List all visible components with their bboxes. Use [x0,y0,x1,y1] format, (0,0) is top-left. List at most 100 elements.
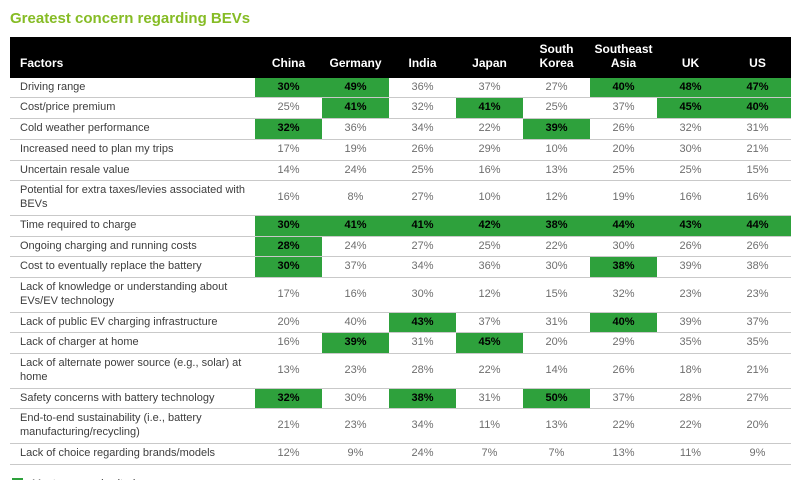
value-cell: 25% [255,98,322,120]
factor-cell: Lack of choice regarding brands/models [10,444,255,465]
table-row: Ongoing charging and running costs 28% 24%… [10,236,791,258]
value-cell: 12% [456,278,523,313]
column-header-india: India [389,37,456,78]
value-cell: 15% [724,161,791,182]
column-header-japan: Japan [456,37,523,78]
value-cell-highlighted: 47% [724,77,791,99]
table-row: Lack of alternate power source (e.g., so… [10,354,791,389]
table-row: Cold weather performance 32% 36% 34% 22% 39% 2… [10,119,791,140]
value-cell-highlighted: 42% [456,215,523,237]
value-cell: 20% [724,409,791,444]
value-cell: 13% [523,161,590,182]
value-cell: 25% [456,237,523,258]
value-cell: 24% [389,444,456,465]
column-header-southeast-asia: Southeast Asia [590,37,657,78]
value-cell: 21% [255,409,322,444]
table-row: End-to-end sustainability (i.e., battery… [10,409,791,444]
value-cell: 30% [389,278,456,313]
factor-cell: Ongoing charging and running costs [10,237,255,258]
value-cell: 14% [523,354,590,389]
value-cell: 22% [657,409,724,444]
factor-cell: Driving range [10,78,255,99]
value-cell: 39% [657,313,724,334]
value-cell: 7% [523,444,590,465]
table-row: Lack of knowledge or understanding about… [10,278,791,313]
value-cell: 9% [322,444,389,465]
value-cell: 31% [724,119,791,140]
value-cell: 40% [322,313,389,334]
value-cell-highlighted: 30% [255,257,322,279]
value-cell: 34% [389,119,456,140]
value-cell: 17% [255,140,322,161]
value-cell: 15% [523,278,590,313]
value-cell-highlighted: 43% [657,215,724,237]
value-cell-highlighted: 44% [590,215,657,237]
column-header-germany: Germany [322,37,389,78]
value-cell: 36% [389,78,456,99]
value-cell: 11% [657,444,724,465]
value-cell: 27% [724,389,791,410]
value-cell: 9% [724,444,791,465]
value-cell: 7% [456,444,523,465]
value-cell: 27% [389,237,456,258]
value-cell: 37% [590,389,657,410]
value-cell-highlighted: 38% [590,257,657,279]
value-cell-highlighted: 39% [523,119,590,140]
value-cell: 34% [389,257,456,279]
value-cell: 10% [456,181,523,216]
value-cell: 30% [590,237,657,258]
value-cell: 22% [456,119,523,140]
table-row: Cost/price premium 25% 41% 32% 41% 25% 37% 45% 4… [10,98,791,120]
value-cell: 37% [590,98,657,120]
value-cell: 14% [255,161,322,182]
value-cell: 37% [322,257,389,279]
value-cell: 23% [724,278,791,313]
value-cell: 16% [255,333,322,355]
value-cell-highlighted: 40% [590,312,657,334]
value-cell: 26% [590,354,657,389]
value-cell-highlighted: 32% [255,388,322,410]
factor-cell: Uncertain resale value [10,161,255,182]
value-cell-highlighted: 43% [389,312,456,334]
value-cell: 25% [389,161,456,182]
value-cell: 29% [590,333,657,355]
value-cell-highlighted: 38% [523,215,590,237]
value-cell: 31% [456,389,523,410]
value-cell-highlighted: 41% [456,98,523,120]
value-cell: 25% [657,161,724,182]
value-cell: 24% [322,237,389,258]
value-cell: 16% [657,181,724,216]
value-cell: 26% [389,140,456,161]
value-cell: 32% [590,278,657,313]
value-cell-highlighted: 50% [523,388,590,410]
column-header-china: China [255,37,322,78]
value-cell: 36% [456,257,523,279]
table-row: Lack of choice regarding brands/models 12… [10,444,791,465]
value-cell: 23% [657,278,724,313]
value-cell-highlighted: 30% [255,77,322,99]
column-header-south-korea: South Korea [523,37,590,78]
legend: Most commonly cited [12,478,790,480]
value-cell: 22% [523,237,590,258]
value-cell: 22% [456,354,523,389]
value-cell: 27% [389,181,456,216]
value-cell: 12% [255,444,322,465]
value-cell-highlighted: 32% [255,119,322,140]
value-cell-highlighted: 45% [456,333,523,355]
value-cell-highlighted: 48% [657,77,724,99]
value-cell-highlighted: 49% [322,77,389,99]
value-cell: 16% [456,161,523,182]
value-cell: 30% [523,257,590,279]
value-cell: 26% [657,237,724,258]
column-header-factors: Factors [10,37,255,78]
value-cell: 31% [523,313,590,334]
factor-cell: Lack of public EV charging infrastructur… [10,313,255,334]
table-row: Uncertain resale value 14% 24% 25% 16% 13% 25%… [10,161,791,182]
factor-cell: Safety concerns with battery technology [10,389,255,410]
value-cell: 30% [657,140,724,161]
value-cell: 13% [523,409,590,444]
column-header-us: US [724,37,791,78]
value-cell: 28% [657,389,724,410]
value-cell: 20% [255,313,322,334]
